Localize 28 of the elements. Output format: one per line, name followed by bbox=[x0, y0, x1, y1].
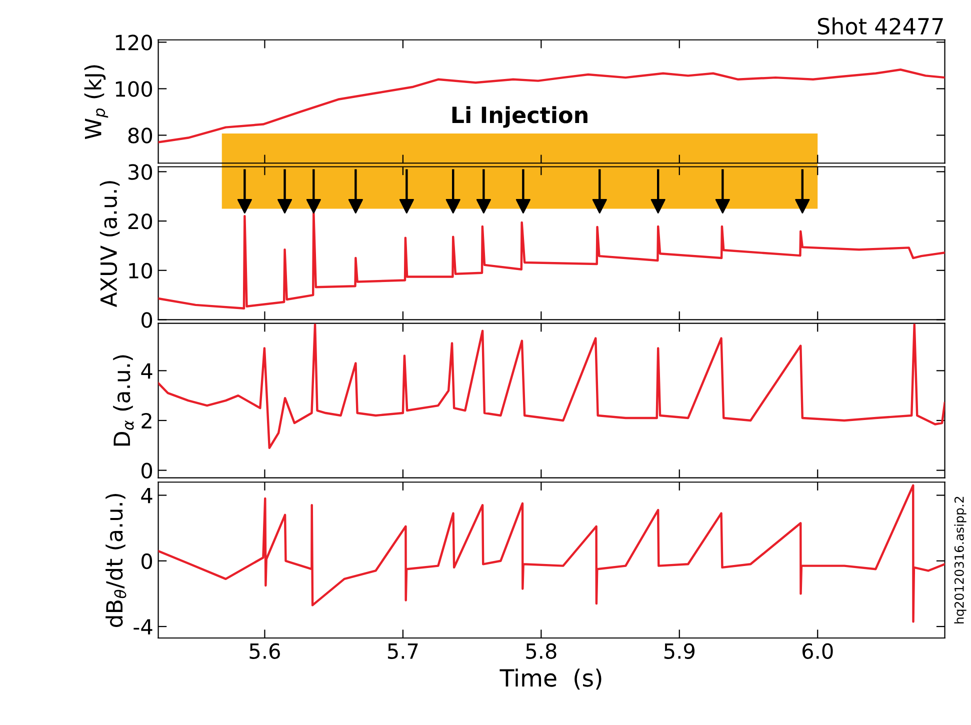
y-tick-label: 0 bbox=[142, 553, 152, 570]
y-axis-title: D$_{α}$ (a.u.) bbox=[113, 355, 134, 446]
x-tick-label: 5.7 bbox=[388, 644, 418, 659]
y-axis-title: AXUV (a.u.) bbox=[100, 181, 120, 308]
line-series bbox=[158, 484, 945, 623]
y-tick-label: 30 bbox=[128, 164, 152, 180]
y-tick-label: 2 bbox=[142, 412, 152, 428]
y-tick-label: 80 bbox=[128, 128, 152, 144]
x-tick-label: 5.6 bbox=[250, 643, 280, 659]
x-tick-label: 5.8 bbox=[526, 643, 556, 659]
y-tick-label: 20 bbox=[128, 213, 152, 230]
y-tick-label: 0 bbox=[142, 312, 152, 328]
text: hq20120316.asipp.2 bbox=[954, 496, 966, 624]
x-axis-title: Time (s) bbox=[500, 668, 602, 690]
y-tick-label: 10 bbox=[129, 262, 152, 279]
x-tick-label: 5.9 bbox=[664, 643, 694, 659]
band-label: Li Injection bbox=[452, 106, 588, 128]
y-axis-title: dB$_{θ}$/dt (a.u.) bbox=[106, 494, 126, 628]
x-tick-label: 6.0 bbox=[802, 643, 833, 659]
y-axis-title: W$_{p}$ (kJ) bbox=[84, 65, 108, 140]
y-tick-label: 0 bbox=[142, 462, 152, 479]
line-series bbox=[158, 68, 945, 144]
y-tick-label: 100 bbox=[116, 81, 152, 97]
y-tick-label: 4 bbox=[141, 363, 152, 379]
y-tick-label: 4 bbox=[141, 488, 152, 504]
chart-title: Shot 42477 bbox=[818, 17, 943, 35]
y-tick-label: -4 bbox=[134, 619, 152, 634]
y-tick-label: 120 bbox=[116, 34, 152, 50]
